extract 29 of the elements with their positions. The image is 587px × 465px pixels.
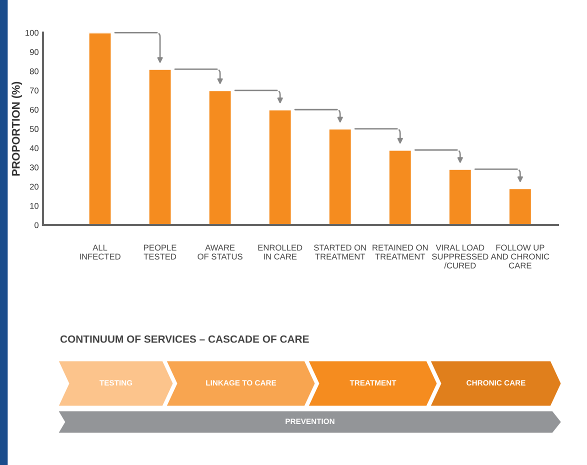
bar	[508, 188, 532, 225]
bar	[388, 149, 412, 225]
y-tick-label: 10	[30, 202, 39, 209]
y-tick-label: 70	[30, 88, 39, 94]
bar	[448, 168, 472, 225]
y-tick-label: 90	[30, 49, 39, 56]
y-tick-label: 20	[30, 184, 39, 190]
x-tick-label: RETAINED ON TREATMENT	[372, 244, 428, 260]
x-tick-label: STARTED ON TREATMENT	[314, 244, 366, 260]
y-tick-label: 0	[34, 222, 39, 228]
text: CONTINUUM OF SERVICES – CASCADE OF CARE	[60, 335, 309, 343]
x-tick-label: ALL INFECTED	[80, 244, 120, 260]
bar	[328, 128, 352, 225]
y-tick-label: 100	[26, 30, 39, 36]
x-tick-label: PEOPLE TESTED	[144, 244, 176, 260]
bar	[268, 108, 292, 225]
x-tick-label: ENROLLED IN CARE	[258, 244, 302, 260]
bar	[148, 68, 172, 225]
y-tick-label: 30	[30, 164, 39, 170]
x-tick-label: AWARE OF STATUS	[198, 244, 242, 260]
y-tick-label: 40	[30, 145, 39, 152]
y-tick-label: 60	[30, 106, 39, 113]
x-tick-label: VIRAL LOAD SUPPRESSED /CURED	[432, 244, 488, 269]
y-tick-label: 50	[30, 126, 39, 132]
y-axis-title: PROPORTION (%)	[12, 82, 22, 176]
bar	[208, 90, 232, 225]
bar	[88, 32, 112, 225]
y-tick-label: 80	[30, 68, 39, 74]
x-tick-label: FOLLOW UP AND CHRONIC CARE	[490, 244, 550, 269]
